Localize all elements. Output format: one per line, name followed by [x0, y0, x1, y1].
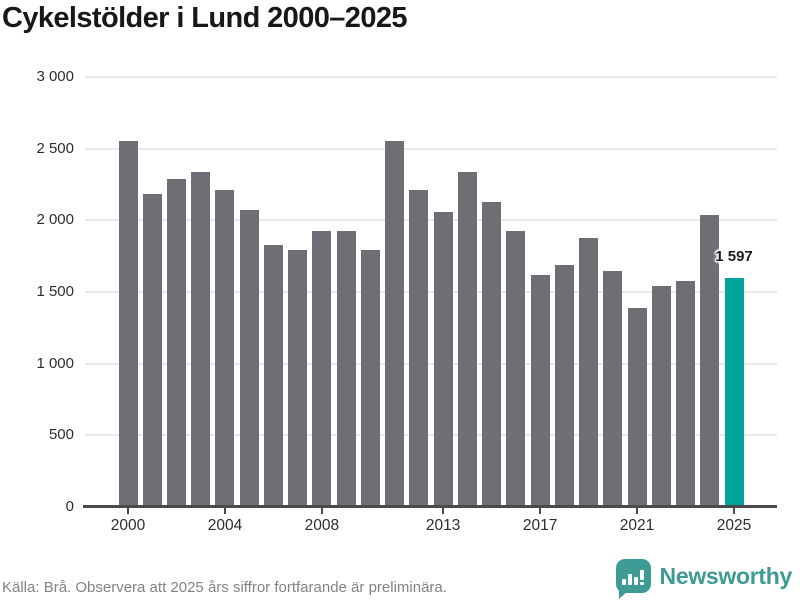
x-axis-tick-mark — [636, 507, 639, 514]
x-axis-tick-label: 2017 — [522, 517, 558, 534]
y-axis-tick-label: 2 000 — [36, 211, 74, 229]
x-axis-tick-label: 2013 — [425, 517, 461, 534]
bar-2009 — [336, 231, 356, 507]
gridline — [85, 362, 777, 365]
y-axis-tick-label: 0 — [65, 498, 74, 515]
x-axis-tick-label: 2004 — [207, 517, 243, 534]
brand-name: Newsworthy — [659, 562, 793, 589]
bar-2012 — [409, 190, 429, 507]
exclamation-icon — [639, 570, 644, 580]
bar-2003 — [191, 172, 211, 507]
mini-bar-icon — [633, 577, 638, 585]
gridline — [85, 76, 777, 78]
bar-2024 — [700, 215, 720, 507]
gridline — [85, 291, 777, 293]
y-axis-tick-label: 1 500 — [36, 283, 74, 300]
x-axis-tick-mark — [733, 507, 735, 514]
bar-2019 — [579, 238, 599, 507]
x-axis-tick-mark — [127, 507, 129, 514]
bar-2023 — [676, 281, 696, 507]
mini-bar-icon — [621, 579, 626, 585]
gridline — [85, 434, 777, 437]
y-axis-tick-label: 2 500 — [36, 139, 74, 157]
bar-2018 — [554, 265, 574, 507]
x-axis-tick-mark — [223, 507, 226, 514]
bar-2020 — [603, 271, 623, 507]
bar-2011 — [385, 141, 405, 507]
bar-2002 — [166, 179, 186, 507]
bar-2013 — [433, 212, 453, 507]
x-axis-tick-label: 2008 — [304, 517, 340, 534]
x-axis-line — [83, 505, 777, 508]
bar-2005 — [239, 210, 259, 507]
bar-2015 — [482, 202, 502, 507]
y-axis-tick-label: 500 — [48, 426, 74, 444]
x-axis-tick-label: 2021 — [619, 517, 655, 534]
newsworthy-bubble-icon — [615, 559, 651, 599]
bar-2022 — [651, 286, 671, 507]
x-axis-tick-label: 2025 — [716, 517, 752, 534]
bar-2008 — [312, 231, 332, 507]
x-axis-tick-mark — [442, 507, 445, 514]
bar-2000 — [118, 141, 138, 507]
bar-2006 — [263, 245, 283, 507]
mini-bar-icon — [627, 574, 632, 585]
bar-2025 — [724, 278, 744, 507]
y-axis-tick-label: 1 000 — [36, 354, 74, 372]
chart-title: Cykelstölder i Lund 2000–2025 — [2, 2, 408, 34]
bar-2007 — [288, 250, 308, 507]
gridline — [85, 219, 777, 222]
bar-2001 — [142, 194, 162, 507]
bar-2010 — [360, 250, 380, 507]
bar-2021 — [627, 308, 647, 507]
x-axis-tick-mark — [320, 507, 323, 514]
highlight-value-label: 1 597 — [715, 248, 753, 266]
exclamation-dot-icon — [639, 582, 644, 585]
bar-2014 — [457, 172, 477, 507]
speech-bubble-tail — [618, 590, 629, 599]
x-axis-tick-mark — [539, 507, 542, 514]
bar-2016 — [506, 231, 526, 507]
y-axis-tick-label: 3 000 — [36, 68, 74, 85]
bar-2004 — [215, 190, 235, 507]
source-note: Källa: Brå. Observera att 2025 års siffr… — [2, 579, 447, 596]
bar-2017 — [530, 275, 550, 507]
x-axis-tick-label: 2000 — [110, 517, 146, 534]
newsworthy-logo: Newsworthy — [615, 559, 793, 599]
gridline — [85, 147, 777, 150]
